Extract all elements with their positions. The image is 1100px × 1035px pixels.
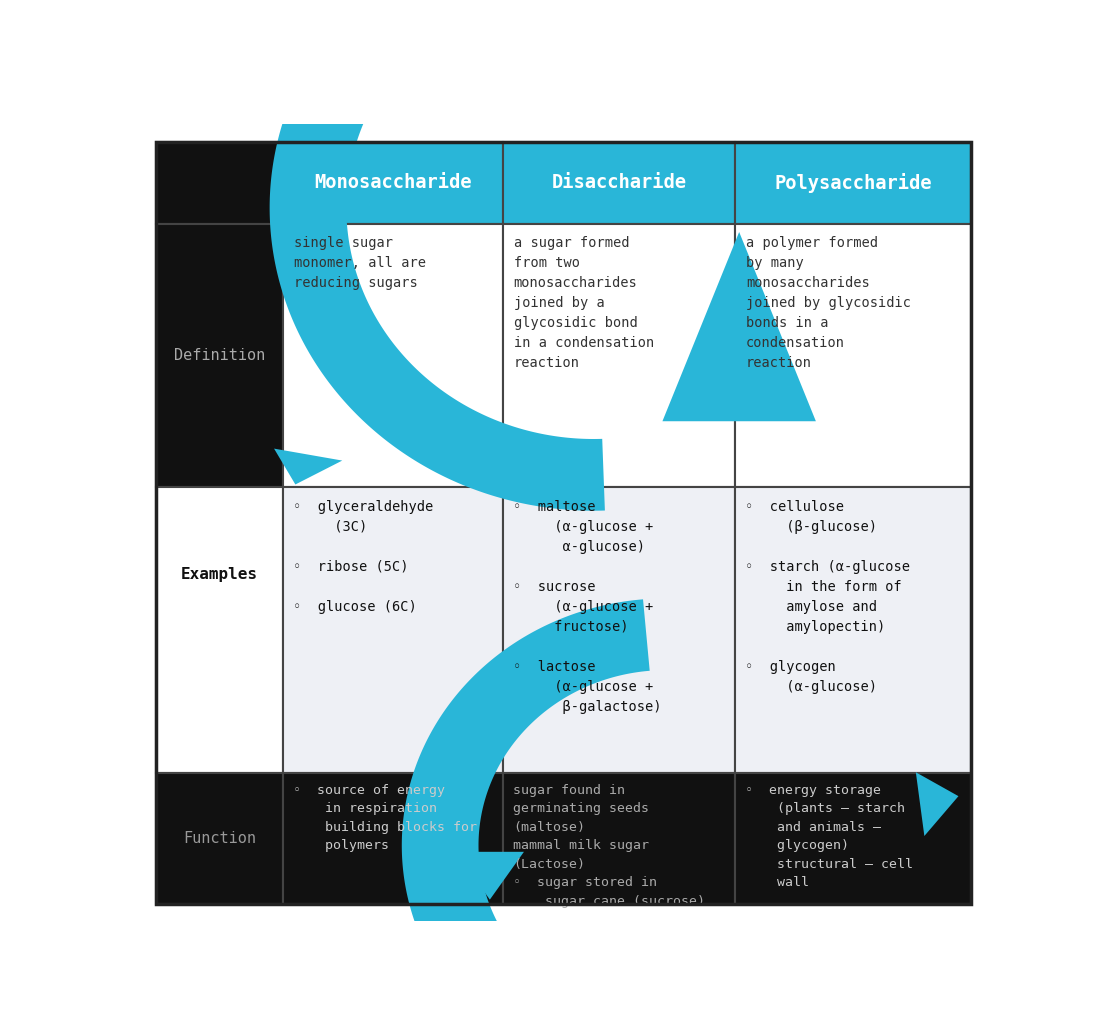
Bar	[156, 224, 283, 486]
Text: Monosaccharide: Monosaccharide	[314, 174, 472, 193]
Polygon shape	[270, 57, 605, 510]
Polygon shape	[916, 772, 958, 836]
Bar	[735, 224, 971, 486]
Text: ◦  cellulose
     (β-glucose)

◦  starch (α-glucose
     in the form of
     amy: ◦ cellulose (β-glucose) ◦ starch (α-gluc…	[745, 500, 910, 694]
Bar	[283, 142, 503, 224]
Bar	[283, 486, 503, 772]
Text: ◦  maltose
     (α-glucose +
      α-glucose)

◦  sucrose
     (α-glucose +
    : ◦ maltose (α-glucose + α-glucose) ◦ sucr…	[513, 500, 661, 714]
Text: Function: Function	[183, 831, 256, 846]
Bar	[156, 486, 283, 772]
Bar	[156, 142, 283, 224]
Text: single sugar
monomer, all are
reducing sugars: single sugar monomer, all are reducing s…	[294, 236, 426, 290]
Text: Examples: Examples	[180, 567, 257, 582]
Text: Definition: Definition	[174, 348, 265, 363]
Bar	[735, 486, 971, 772]
Polygon shape	[402, 599, 650, 1035]
Text: Disaccharide: Disaccharide	[551, 174, 686, 193]
Text: a sugar formed
from two
monosaccharides
joined by a
glycosidic bond
in a condens: a sugar formed from two monosaccharides …	[514, 236, 654, 371]
Bar	[283, 772, 503, 904]
Polygon shape	[455, 852, 524, 899]
Bar	[735, 772, 971, 904]
Text: a polymer formed
by many
monosaccharides
joined by glycosidic
bonds in a
condens: a polymer formed by many monosaccharides…	[746, 236, 911, 371]
Bar	[503, 224, 735, 486]
Text: ◦  glyceraldehyde
     (3C)

◦  ribose (5C)

◦  glucose (6C): ◦ glyceraldehyde (3C) ◦ ribose (5C) ◦ gl…	[293, 500, 433, 614]
Text: sugar found in
germinating seeds
(maltose)
mammal milk sugar
(Lactose)
◦  sugar : sugar found in germinating seeds (maltos…	[513, 783, 705, 908]
Text: ◦  source of energy
    in respiration
    building blocks for
    polymers: ◦ source of energy in respiration buildi…	[293, 783, 476, 852]
Bar	[283, 224, 503, 486]
Text: Polysaccharide: Polysaccharide	[774, 173, 932, 193]
Bar	[503, 772, 735, 904]
Text: ◦  energy storage
    (plants – starch
    and animals –
    glycogen)
    struc: ◦ energy storage (plants – starch and an…	[745, 783, 913, 889]
Bar	[735, 142, 971, 224]
Bar	[503, 142, 735, 224]
Bar	[156, 772, 283, 904]
Polygon shape	[274, 448, 342, 484]
Polygon shape	[662, 232, 816, 421]
Bar	[503, 486, 735, 772]
